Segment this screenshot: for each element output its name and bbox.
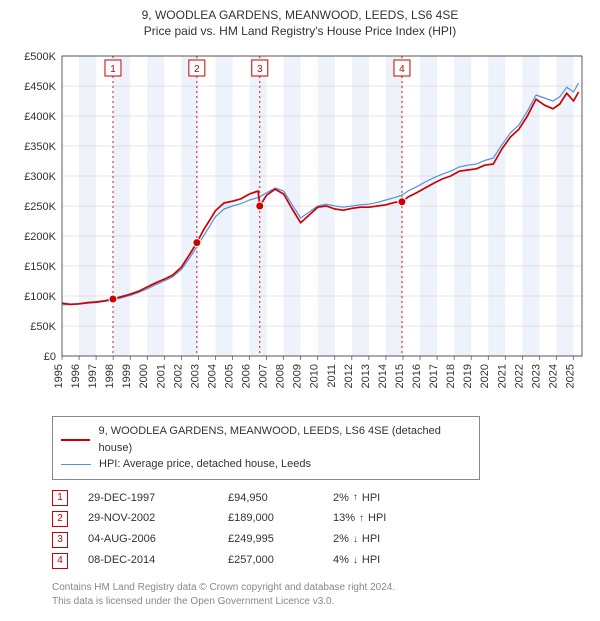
transaction-marker: 3 xyxy=(52,532,68,548)
svg-text:2016: 2016 xyxy=(411,364,423,388)
svg-text:£200K: £200K xyxy=(24,231,56,243)
svg-text:£450K: £450K xyxy=(24,81,56,93)
transaction-date: 29-DEC-1997 xyxy=(88,488,208,509)
svg-text:2002: 2002 xyxy=(172,364,184,388)
svg-text:£100K: £100K xyxy=(24,291,56,303)
transaction-row: 1 29-DEC-1997 £94,950 2% ↑ HPI xyxy=(52,488,588,509)
svg-text:1996: 1996 xyxy=(70,364,82,388)
svg-text:2010: 2010 xyxy=(309,364,321,388)
svg-text:£250K: £250K xyxy=(24,201,56,213)
svg-text:3: 3 xyxy=(257,64,263,75)
svg-text:2008: 2008 xyxy=(275,364,287,388)
chart-container: 9, WOODLEA GARDENS, MEANWOOD, LEEDS, LS6… xyxy=(0,0,600,621)
transaction-price: £249,995 xyxy=(228,529,313,550)
svg-text:2025: 2025 xyxy=(564,364,576,388)
chart-svg: £0 £50K £100K £150K £200K £250K £300K £350K £400… xyxy=(12,46,588,406)
legend: 9, WOODLEA GARDENS, MEANWOOD, LEEDS, LS6… xyxy=(52,416,480,480)
svg-text:2019: 2019 xyxy=(462,364,474,388)
svg-text:2018: 2018 xyxy=(445,364,457,388)
chart-title: 9, WOODLEA GARDENS, MEANWOOD, LEEDS, LS6… xyxy=(12,8,588,22)
svg-text:2011: 2011 xyxy=(326,364,338,388)
transaction-marker: 4 xyxy=(52,553,68,569)
transaction-price: £257,000 xyxy=(228,550,313,571)
svg-text:1999: 1999 xyxy=(121,364,133,388)
legend-label-1: 9, WOODLEA GARDENS, MEANWOOD, LEEDS, LS6… xyxy=(98,423,471,456)
svg-text:2003: 2003 xyxy=(189,364,201,388)
transaction-diff: 4% ↓ HPI xyxy=(333,550,443,571)
svg-text:2006: 2006 xyxy=(241,364,253,388)
svg-text:£350K: £350K xyxy=(24,141,56,153)
footer: Contains HM Land Registry data © Crown c… xyxy=(52,581,588,609)
svg-text:£500K: £500K xyxy=(24,51,56,63)
transaction-date: 08-DEC-2014 xyxy=(88,550,208,571)
transaction-diff: 2% ↓ HPI xyxy=(333,529,443,550)
svg-text:2020: 2020 xyxy=(479,364,491,388)
transaction-diff: 2% ↑ HPI xyxy=(333,488,443,509)
legend-row-1: 9, WOODLEA GARDENS, MEANWOOD, LEEDS, LS6… xyxy=(61,423,471,456)
svg-text:2013: 2013 xyxy=(360,364,372,388)
svg-text:1: 1 xyxy=(110,64,116,75)
svg-text:2022: 2022 xyxy=(513,364,525,388)
transaction-date: 29-NOV-2002 xyxy=(88,508,208,529)
chart-subtitle: Price paid vs. HM Land Registry's House … xyxy=(12,24,588,38)
footer-line-2: This data is licensed under the Open Gov… xyxy=(52,595,588,609)
legend-label-2: HPI: Average price, detached house, Leed… xyxy=(99,456,311,473)
svg-text:£0: £0 xyxy=(44,351,56,363)
svg-text:1995: 1995 xyxy=(53,364,65,388)
svg-text:2012: 2012 xyxy=(343,364,355,388)
transaction-row: 4 08-DEC-2014 £257,000 4% ↓ HPI xyxy=(52,550,588,571)
svg-text:2023: 2023 xyxy=(530,364,542,388)
legend-swatch-2 xyxy=(61,464,91,465)
svg-text:£150K: £150K xyxy=(24,261,56,273)
svg-text:2015: 2015 xyxy=(394,364,406,388)
transaction-price: £94,950 xyxy=(228,488,313,509)
svg-text:2001: 2001 xyxy=(155,364,167,388)
legend-swatch-1 xyxy=(61,439,90,441)
svg-text:1997: 1997 xyxy=(87,364,99,388)
transaction-marker: 2 xyxy=(52,511,68,527)
svg-text:2000: 2000 xyxy=(138,364,150,388)
svg-text:£400K: £400K xyxy=(24,111,56,123)
svg-text:2: 2 xyxy=(194,64,200,75)
svg-text:2014: 2014 xyxy=(377,364,389,388)
chart-plot-area: £0 £50K £100K £150K £200K £250K £300K £350K £400… xyxy=(12,46,588,406)
svg-text:2007: 2007 xyxy=(258,364,270,388)
transaction-price: £189,000 xyxy=(228,508,313,529)
svg-text:2005: 2005 xyxy=(223,364,235,388)
transaction-row: 2 29-NOV-2002 £189,000 13% ↑ HPI xyxy=(52,508,588,529)
transaction-diff: 13% ↑ HPI xyxy=(333,508,443,529)
svg-text:4: 4 xyxy=(399,64,405,75)
footer-line-1: Contains HM Land Registry data © Crown c… xyxy=(52,581,588,595)
legend-row-2: HPI: Average price, detached house, Leed… xyxy=(61,456,471,473)
svg-text:£300K: £300K xyxy=(24,171,56,183)
svg-text:2009: 2009 xyxy=(292,364,304,388)
transaction-row: 3 04-AUG-2006 £249,995 2% ↓ HPI xyxy=(52,529,588,550)
svg-text:2004: 2004 xyxy=(206,364,218,388)
svg-text:2021: 2021 xyxy=(496,364,508,388)
svg-text:£50K: £50K xyxy=(30,321,56,333)
svg-text:1998: 1998 xyxy=(104,364,116,388)
transaction-marker: 1 xyxy=(52,490,68,506)
transaction-date: 04-AUG-2006 xyxy=(88,529,208,550)
svg-text:2024: 2024 xyxy=(547,364,559,388)
svg-text:2017: 2017 xyxy=(428,364,440,388)
transactions-table: 1 29-DEC-1997 £94,950 2% ↑ HPI 2 29-NOV-2002 £… xyxy=(52,488,588,572)
